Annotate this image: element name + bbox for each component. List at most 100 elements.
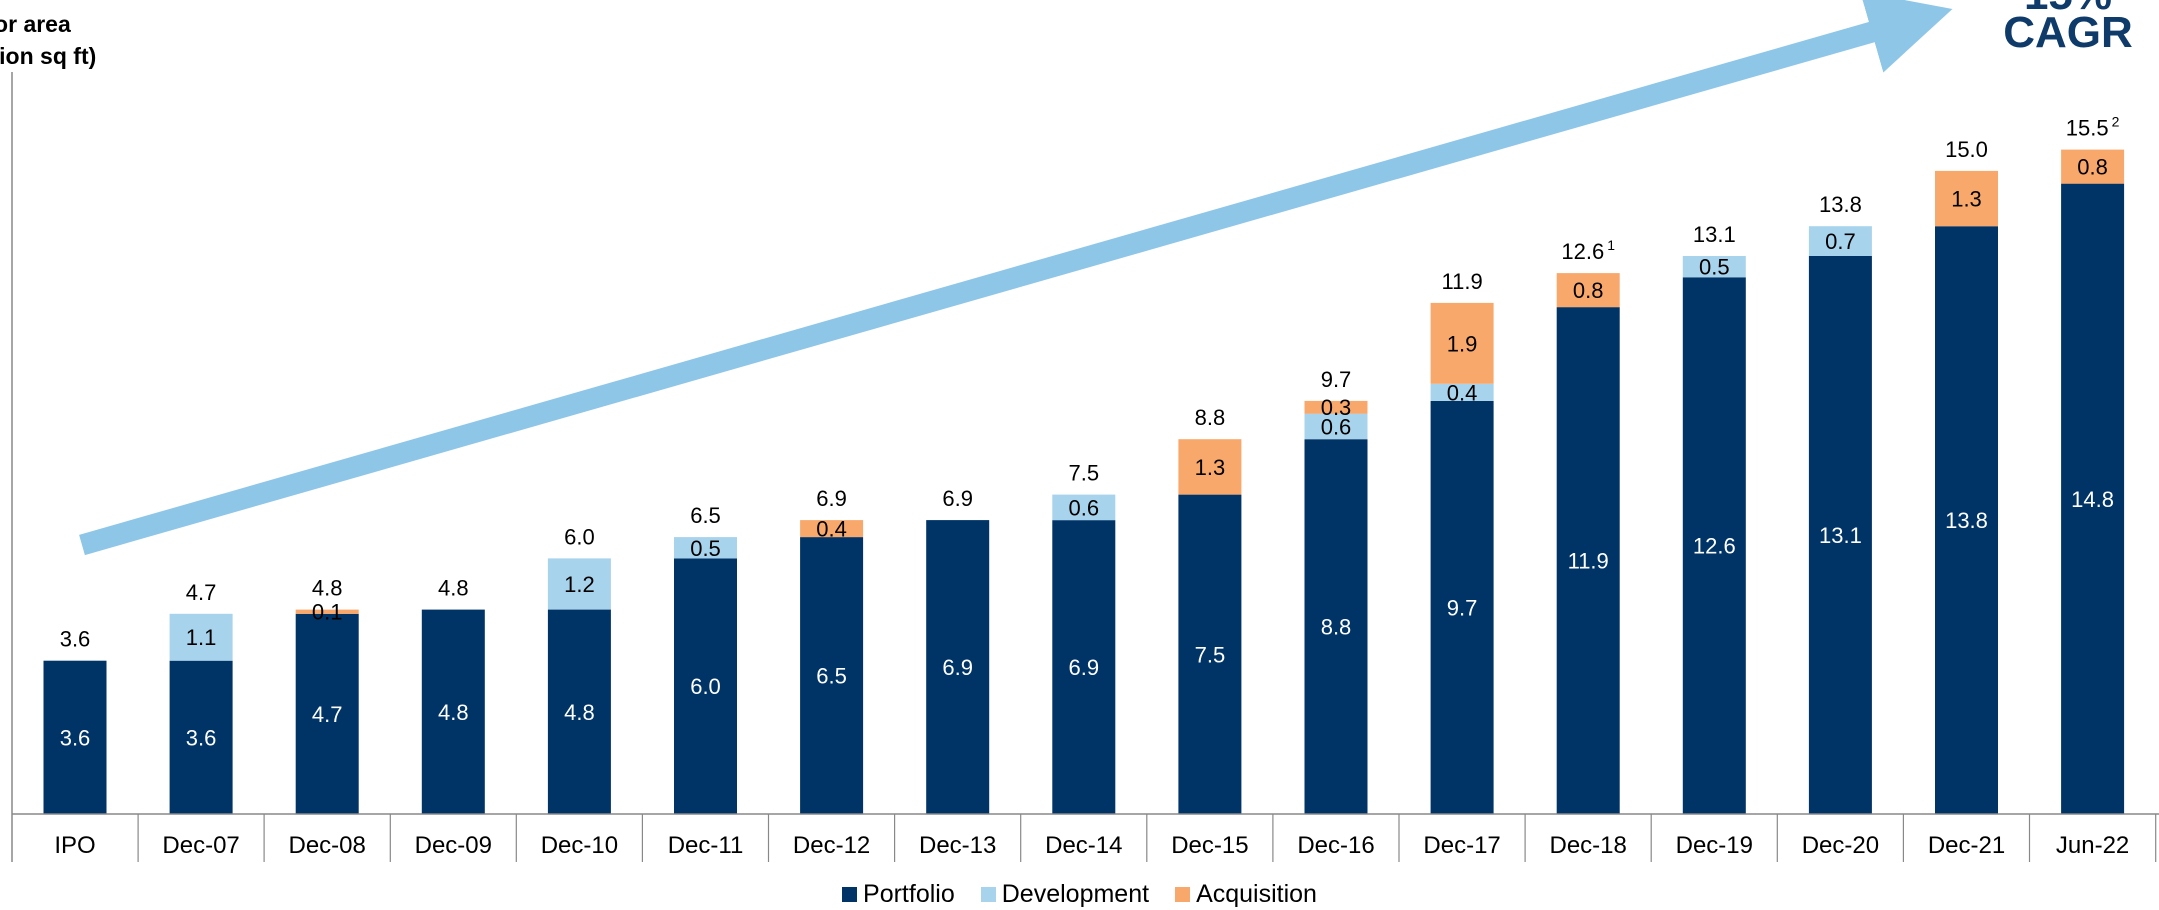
legend-swatch-portfolio — [842, 886, 858, 902]
total-label-dec-13: 6.9 — [942, 486, 973, 511]
legend: Portfolio Development Acquisition — [0, 878, 2159, 910]
x-tick-label-dec-17: Dec-17 — [1423, 832, 1500, 859]
x-tick-layer: IPO Dec-07 Dec-08 Dec-09 Dec-10 Dec-11 Dec-12 D… — [54, 814, 2157, 862]
x-tick-label-dec-11: Dec-11 — [668, 832, 744, 859]
data-label-acquisition-dec-21: 1.3 — [1951, 187, 1982, 212]
bar-portfolio-dec-21 — [1935, 226, 1998, 814]
data-label-development-dec-19: 0.5 — [1699, 255, 1730, 280]
data-label-portfolio-jun-22: 14.8 — [2071, 487, 2114, 512]
x-tick-label-dec-14: Dec-14 — [1045, 832, 1122, 859]
total-label-dec-14: 7.5 — [1069, 461, 1100, 486]
data-label-portfolio-dec-19: 12.6 — [1693, 534, 1736, 559]
data-label-portfolio-dec-08: 4.7 — [312, 702, 343, 727]
bar-portfolio-jun-22 — [2061, 183, 2125, 815]
bar-acquisition-dec-18 — [1556, 273, 1620, 308]
legend-label-acquisition: Acquisition — [1196, 879, 1317, 908]
bar-portfolio-dec-16 — [1304, 439, 1368, 814]
data-label-portfolio-dec-15: 7.5 — [1195, 642, 1226, 667]
bar-portfolio-dec-18 — [1556, 307, 1620, 814]
data-label-portfolio-dec-18: 11.9 — [1568, 549, 1609, 574]
total-label-dec-16: 9.7 — [1321, 367, 1352, 392]
data-label-portfolio-dec-13: 6.9 — [942, 655, 973, 680]
bar-portfolio-dec-10 — [547, 609, 611, 814]
total-label-jun-22: 15.5 2 — [2066, 114, 2120, 141]
bar-acquisition-dec-16 — [1304, 400, 1368, 414]
x-tick-label-jun-22: Jun-22 — [2056, 832, 2129, 859]
x-tick-label-dec-12: Dec-12 — [793, 832, 870, 859]
x-tick-label-dec-13: Dec-13 — [919, 832, 996, 859]
bar-portfolio-dec-13 — [926, 520, 990, 814]
bar-development-dec-20 — [1808, 226, 1872, 256]
bar-acquisition-dec-15 — [1178, 439, 1242, 495]
x-tick-label-dec-16: Dec-16 — [1297, 832, 1374, 859]
total-label-dec-12: 6.9 — [816, 486, 847, 511]
y-axis-title: oor area illion sq ft) — [0, 8, 96, 72]
bar-portfolio-dec-15 — [1178, 494, 1242, 814]
data-label-portfolio-dec-10: 4.8 — [564, 700, 595, 725]
bar-development-dec-16 — [1304, 413, 1368, 440]
bar-acquisition-dec-08 — [295, 609, 359, 614]
legend-label-portfolio: Portfolio — [863, 879, 955, 908]
bar-layer — [43, 149, 2125, 815]
total-label-dec-21: 15.0 — [1945, 137, 1988, 162]
data-label-acquisition-dec-17: 1.9 — [1447, 331, 1478, 356]
data-label-portfolio-dec-17: 9.7 — [1447, 595, 1478, 620]
x-tick-label-dec-20: Dec-20 — [1802, 832, 1879, 859]
bar-portfolio-dec-20 — [1808, 256, 1872, 814]
x-tick-label-dec-21: Dec-21 — [1928, 832, 2005, 859]
total-label-dec-11: 6.5 — [690, 503, 721, 528]
data-label-portfolio-dec-14: 6.9 — [1069, 655, 1100, 680]
data-label-portfolio-dec-07: 3.6 — [186, 725, 217, 750]
legend-swatch-development — [980, 886, 996, 902]
data-label-development-dec-20: 0.7 — [1825, 229, 1856, 254]
growth-arrow — [79, 0, 1953, 556]
legend-swatch-acquisition — [1175, 886, 1191, 902]
data-label-development-dec-14: 0.6 — [1069, 495, 1100, 520]
total-label-dec-10: 6.0 — [564, 524, 595, 549]
data-label-portfolio-dec-12: 6.5 — [816, 664, 847, 689]
total-label-dec-07: 4.7 — [186, 580, 217, 605]
data-label-portfolio-dec-21: 13.8 — [1945, 508, 1988, 533]
data-label-portfolio-ipo: 3.6 — [60, 725, 91, 750]
data-label-acquisition-dec-18: 0.8 — [1573, 278, 1604, 303]
data-label-acquisition-dec-12: 0.4 — [816, 517, 847, 542]
data-label-portfolio-dec-16: 8.8 — [1321, 615, 1352, 640]
x-tick-label-dec-07: Dec-07 — [162, 832, 239, 859]
legend-item-acquisition: Acquisition — [1175, 880, 1317, 909]
total-label-dec-18: 12.6 1 — [1561, 237, 1615, 264]
bar-portfolio-dec-14 — [1052, 520, 1116, 814]
data-label-acquisition-dec-16: 0.3 — [1321, 395, 1352, 420]
bar-development-dec-10 — [547, 558, 611, 610]
legend-item-development: Development — [980, 880, 1149, 909]
data-label-development-dec-17: 0.4 — [1447, 380, 1478, 405]
cagr-value: 15% — [1958, 0, 2159, 20]
data-label-portfolio-dec-11: 6.0 — [690, 674, 721, 699]
data-label-development-dec-16: 0.6 — [1321, 414, 1352, 439]
x-tick-label-dec-08: Dec-08 — [289, 832, 366, 859]
bar-portfolio-dec-09 — [421, 609, 485, 814]
bar-portfolio-dec-19 — [1682, 277, 1746, 814]
bar-portfolio-dec-07 — [169, 660, 233, 814]
bar-acquisition-dec-12 — [800, 520, 864, 538]
data-label-acquisition-dec-15: 1.3 — [1195, 455, 1226, 480]
data-label-acquisition-jun-22: 0.8 — [2077, 155, 2108, 180]
bar-portfolio-dec-17 — [1430, 400, 1494, 814]
total-label-dec-20: 13.8 — [1819, 192, 1862, 217]
y-axis-title-line-2: illion sq ft) — [0, 43, 97, 69]
bar-acquisition-dec-21 — [1935, 170, 1998, 227]
y-axis-title-line-1: oor area — [0, 11, 71, 37]
total-label-ipo: 3.6 — [60, 627, 91, 652]
x-tick-label-dec-15: Dec-15 — [1171, 832, 1248, 859]
bar-development-dec-19 — [1682, 256, 1746, 278]
bar-development-dec-07 — [169, 613, 233, 661]
bar-acquisition-dec-17 — [1430, 302, 1494, 384]
x-tick-label-dec-09: Dec-09 — [415, 832, 492, 859]
bar-portfolio-dec-08 — [295, 613, 359, 814]
bar-development-dec-17 — [1430, 383, 1494, 401]
data-label-portfolio-dec-09: 4.8 — [438, 700, 469, 725]
x-tick-label-dec-19: Dec-19 — [1676, 832, 1753, 859]
x-tick-label-dec-18: Dec-18 — [1550, 832, 1627, 859]
bar-development-dec-11 — [674, 537, 737, 559]
data-label-portfolio-dec-20: 13.1 — [1819, 523, 1862, 548]
cagr-callout: 15% CAGR — [1958, 0, 2159, 58]
